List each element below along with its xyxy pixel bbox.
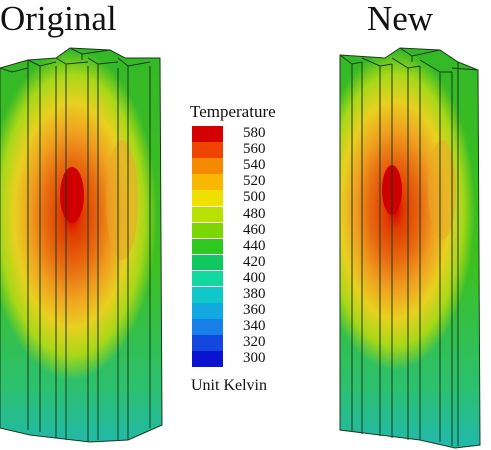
legend-swatch — [192, 174, 223, 190]
legend-heading: Temperature — [190, 102, 276, 121]
legend-swatch — [192, 319, 223, 335]
legend-swatch — [192, 238, 223, 255]
legend-swatch — [192, 222, 223, 239]
legend-swatch — [192, 126, 223, 142]
legend-swatch — [192, 254, 223, 271]
legend-tick-label: 460 — [243, 221, 266, 238]
legend-swatch — [192, 158, 223, 174]
new-bundle — [339, 47, 481, 449]
legend-tick-label: 580 — [243, 125, 266, 141]
legend-tick-label: 500 — [243, 189, 266, 206]
legend-tick-label: 520 — [243, 173, 266, 190]
legend-swatch — [192, 206, 223, 222]
legend-swatch — [192, 287, 223, 303]
legend-tick-label: 400 — [243, 269, 266, 286]
legend-tick-label: 360 — [243, 302, 266, 319]
legend-tick-label: 340 — [243, 318, 266, 335]
legend-tick-label: 440 — [243, 237, 266, 254]
legend-swatch — [192, 142, 223, 158]
legend-tick-label: 320 — [243, 334, 266, 351]
original-bundle — [0, 47, 163, 443]
legend-tick-label: 420 — [243, 253, 266, 270]
legend-tick-label: 480 — [243, 205, 266, 222]
legend-tick-label: 380 — [243, 286, 266, 302]
legend-tick-label: 560 — [243, 141, 266, 158]
legend-swatch — [192, 303, 223, 319]
legend-tick-label: 540 — [243, 157, 266, 174]
title-original: Original — [0, 0, 117, 38]
legend-unit: Unit Kelvin — [191, 377, 267, 394]
legend-swatch — [192, 190, 223, 206]
legend-tick-label: 300 — [243, 350, 266, 367]
title-new: New — [367, 0, 434, 38]
legend-swatch — [192, 335, 223, 351]
legend-swatch — [192, 351, 223, 367]
legend-swatch — [192, 270, 223, 287]
